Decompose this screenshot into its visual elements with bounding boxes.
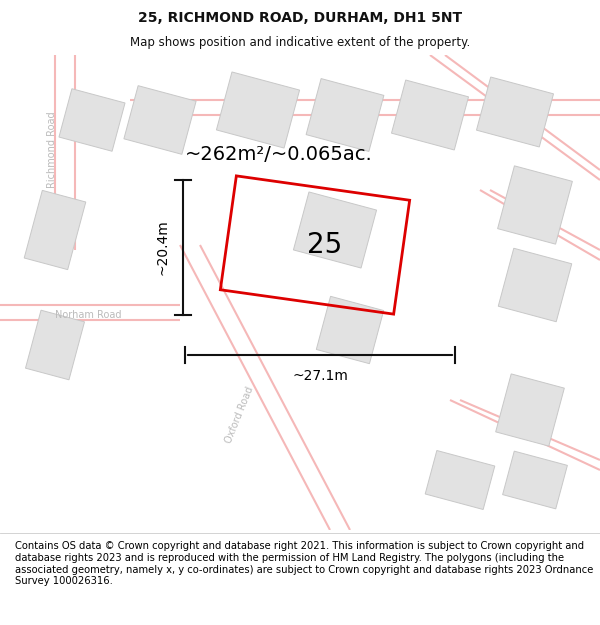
Text: 25: 25 [307,231,343,259]
Text: ~20.4m: ~20.4m [155,219,169,276]
Polygon shape [26,310,85,380]
Polygon shape [391,80,469,150]
Polygon shape [498,248,572,322]
Text: Map shows position and indicative extent of the property.: Map shows position and indicative extent… [130,36,470,49]
Text: ~27.1m: ~27.1m [292,369,348,383]
Polygon shape [476,77,554,147]
Polygon shape [124,86,196,154]
Polygon shape [306,79,384,151]
Polygon shape [316,296,383,364]
Text: ~262m²/~0.065ac.: ~262m²/~0.065ac. [185,146,373,164]
Text: Contains OS data © Crown copyright and database right 2021. This information is : Contains OS data © Crown copyright and d… [15,541,593,586]
Polygon shape [503,451,568,509]
Text: 25, RICHMOND ROAD, DURHAM, DH1 5NT: 25, RICHMOND ROAD, DURHAM, DH1 5NT [138,11,462,24]
Polygon shape [24,191,86,269]
Polygon shape [59,89,125,151]
Polygon shape [217,72,299,148]
Polygon shape [425,451,495,509]
Polygon shape [497,166,572,244]
Polygon shape [496,374,565,446]
Text: Norham Road: Norham Road [55,310,121,320]
Text: Richmond Road: Richmond Road [47,112,57,188]
Text: Oxford Road: Oxford Road [224,385,256,445]
Polygon shape [293,192,377,268]
